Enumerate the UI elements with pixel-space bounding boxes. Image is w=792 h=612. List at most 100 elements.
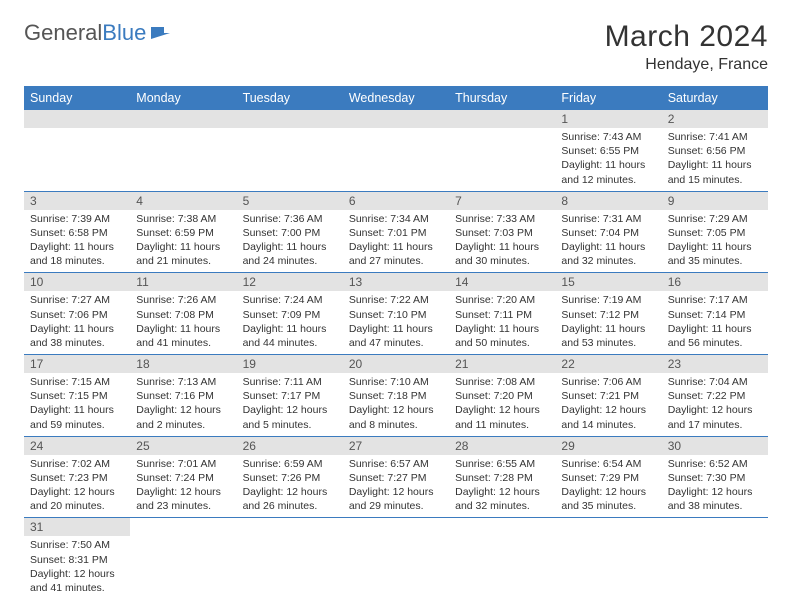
empty-day-header [237,110,343,128]
calendar-day-cell: 2Sunrise: 7:41 AMSunset: 6:56 PMDaylight… [662,110,768,191]
weekday-header: Friday [555,86,661,110]
day-number: 11 [130,273,236,291]
page-title: March 2024 [605,20,768,54]
flag-icon [150,25,172,41]
calendar-day-cell: 29Sunrise: 6:54 AMSunset: 7:29 PMDayligh… [555,436,661,518]
header: GeneralBlue March 2024 Hendaye, France [24,20,768,74]
day-content: Sunrise: 7:41 AMSunset: 6:56 PMDaylight:… [662,128,768,191]
empty-day-header [130,110,236,128]
calendar-day-cell [237,518,343,599]
calendar-week-row: 17Sunrise: 7:15 AMSunset: 7:15 PMDayligh… [24,355,768,437]
day-content: Sunrise: 7:27 AMSunset: 7:06 PMDaylight:… [24,291,130,354]
calendar-day-cell: 17Sunrise: 7:15 AMSunset: 7:15 PMDayligh… [24,355,130,437]
weekday-header: Tuesday [237,86,343,110]
title-block: March 2024 Hendaye, France [605,20,768,74]
day-number: 1 [555,110,661,128]
day-content: Sunrise: 6:52 AMSunset: 7:30 PMDaylight:… [662,455,768,518]
calendar-day-cell: 8Sunrise: 7:31 AMSunset: 7:04 PMDaylight… [555,191,661,273]
calendar-week-row: 3Sunrise: 7:39 AMSunset: 6:58 PMDaylight… [24,191,768,273]
day-number: 18 [130,355,236,373]
day-number: 27 [343,437,449,455]
day-number: 22 [555,355,661,373]
day-number: 2 [662,110,768,128]
day-content: Sunrise: 7:31 AMSunset: 7:04 PMDaylight:… [555,210,661,273]
day-content: Sunrise: 7:22 AMSunset: 7:10 PMDaylight:… [343,291,449,354]
weekday-header: Monday [130,86,236,110]
weekday-header: Thursday [449,86,555,110]
day-content: Sunrise: 7:29 AMSunset: 7:05 PMDaylight:… [662,210,768,273]
calendar-week-row: 31Sunrise: 7:50 AMSunset: 8:31 PMDayligh… [24,518,768,599]
day-number: 21 [449,355,555,373]
day-content: Sunrise: 7:06 AMSunset: 7:21 PMDaylight:… [555,373,661,436]
calendar-body: 1Sunrise: 7:43 AMSunset: 6:55 PMDaylight… [24,110,768,599]
day-number: 26 [237,437,343,455]
calendar-day-cell: 27Sunrise: 6:57 AMSunset: 7:27 PMDayligh… [343,436,449,518]
day-content: Sunrise: 7:08 AMSunset: 7:20 PMDaylight:… [449,373,555,436]
calendar-week-row: 1Sunrise: 7:43 AMSunset: 6:55 PMDaylight… [24,110,768,191]
day-content: Sunrise: 7:50 AMSunset: 8:31 PMDaylight:… [24,536,130,599]
day-number: 13 [343,273,449,291]
calendar-day-cell: 15Sunrise: 7:19 AMSunset: 7:12 PMDayligh… [555,273,661,355]
day-content: Sunrise: 7:11 AMSunset: 7:17 PMDaylight:… [237,373,343,436]
calendar-week-row: 24Sunrise: 7:02 AMSunset: 7:23 PMDayligh… [24,436,768,518]
day-content: Sunrise: 6:59 AMSunset: 7:26 PMDaylight:… [237,455,343,518]
calendar-day-cell: 30Sunrise: 6:52 AMSunset: 7:30 PMDayligh… [662,436,768,518]
weekday-header: Wednesday [343,86,449,110]
day-content: Sunrise: 6:55 AMSunset: 7:28 PMDaylight:… [449,455,555,518]
day-content: Sunrise: 7:20 AMSunset: 7:11 PMDaylight:… [449,291,555,354]
calendar-table: SundayMondayTuesdayWednesdayThursdayFrid… [24,86,768,599]
weekday-header: Sunday [24,86,130,110]
calendar-day-cell: 7Sunrise: 7:33 AMSunset: 7:03 PMDaylight… [449,191,555,273]
day-content: Sunrise: 7:19 AMSunset: 7:12 PMDaylight:… [555,291,661,354]
calendar-week-row: 10Sunrise: 7:27 AMSunset: 7:06 PMDayligh… [24,273,768,355]
location-label: Hendaye, France [605,56,768,74]
day-content: Sunrise: 7:38 AMSunset: 6:59 PMDaylight:… [130,210,236,273]
calendar-day-cell: 25Sunrise: 7:01 AMSunset: 7:24 PMDayligh… [130,436,236,518]
day-number: 20 [343,355,449,373]
calendar-day-cell [343,518,449,599]
empty-day-header [24,110,130,128]
day-number: 6 [343,192,449,210]
calendar-day-cell: 13Sunrise: 7:22 AMSunset: 7:10 PMDayligh… [343,273,449,355]
calendar-day-cell: 26Sunrise: 6:59 AMSunset: 7:26 PMDayligh… [237,436,343,518]
calendar-day-cell: 23Sunrise: 7:04 AMSunset: 7:22 PMDayligh… [662,355,768,437]
day-number: 4 [130,192,236,210]
day-number: 25 [130,437,236,455]
day-number: 7 [449,192,555,210]
weekday-header: Saturday [662,86,768,110]
day-content: Sunrise: 7:36 AMSunset: 7:00 PMDaylight:… [237,210,343,273]
calendar-day-cell: 1Sunrise: 7:43 AMSunset: 6:55 PMDaylight… [555,110,661,191]
day-number: 31 [24,518,130,536]
day-content: Sunrise: 7:13 AMSunset: 7:16 PMDaylight:… [130,373,236,436]
day-number: 19 [237,355,343,373]
day-number: 15 [555,273,661,291]
day-number: 16 [662,273,768,291]
calendar-day-cell [662,518,768,599]
calendar-day-cell: 28Sunrise: 6:55 AMSunset: 7:28 PMDayligh… [449,436,555,518]
day-number: 24 [24,437,130,455]
day-number: 5 [237,192,343,210]
day-number: 30 [662,437,768,455]
logo-text: GeneralBlue [24,20,146,46]
day-content: Sunrise: 7:02 AMSunset: 7:23 PMDaylight:… [24,455,130,518]
day-number: 8 [555,192,661,210]
calendar-day-cell: 10Sunrise: 7:27 AMSunset: 7:06 PMDayligh… [24,273,130,355]
calendar-day-cell: 9Sunrise: 7:29 AMSunset: 7:05 PMDaylight… [662,191,768,273]
logo: GeneralBlue [24,20,172,46]
day-number: 12 [237,273,343,291]
calendar-day-cell: 18Sunrise: 7:13 AMSunset: 7:16 PMDayligh… [130,355,236,437]
calendar-day-cell: 21Sunrise: 7:08 AMSunset: 7:20 PMDayligh… [449,355,555,437]
day-content: Sunrise: 7:04 AMSunset: 7:22 PMDaylight:… [662,373,768,436]
calendar-day-cell: 16Sunrise: 7:17 AMSunset: 7:14 PMDayligh… [662,273,768,355]
calendar-day-cell [24,110,130,191]
calendar-day-cell: 4Sunrise: 7:38 AMSunset: 6:59 PMDaylight… [130,191,236,273]
calendar-day-cell: 19Sunrise: 7:11 AMSunset: 7:17 PMDayligh… [237,355,343,437]
day-number: 17 [24,355,130,373]
calendar-day-cell [449,518,555,599]
calendar-day-cell: 24Sunrise: 7:02 AMSunset: 7:23 PMDayligh… [24,436,130,518]
calendar-day-cell: 31Sunrise: 7:50 AMSunset: 8:31 PMDayligh… [24,518,130,599]
day-content: Sunrise: 7:01 AMSunset: 7:24 PMDaylight:… [130,455,236,518]
calendar-day-cell [449,110,555,191]
calendar-day-cell: 14Sunrise: 7:20 AMSunset: 7:11 PMDayligh… [449,273,555,355]
day-number: 10 [24,273,130,291]
